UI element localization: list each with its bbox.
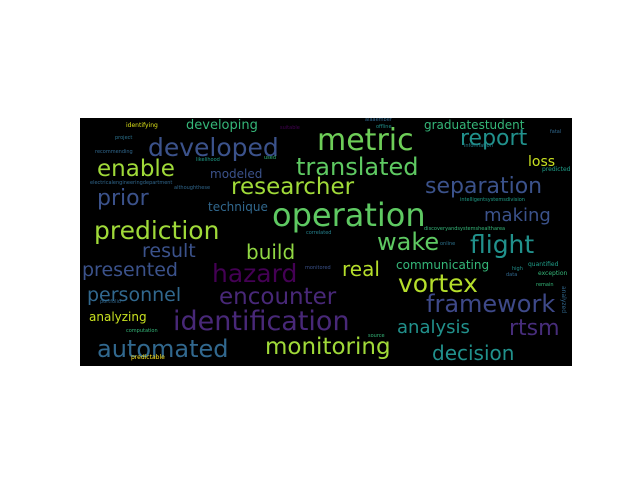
word: prediction [94, 216, 220, 245]
word: metric [317, 123, 414, 158]
word: enable [97, 156, 175, 182]
word: remain [536, 282, 554, 288]
word: correlated [306, 230, 332, 236]
word: report [460, 126, 528, 151]
word: researcher [231, 174, 355, 200]
word: source [368, 333, 385, 339]
word: aiaaember [365, 118, 392, 123]
word: high [512, 266, 523, 272]
word: analyzed [560, 286, 567, 314]
word: result [142, 240, 196, 262]
word: exception [538, 270, 568, 277]
word: rtsm [509, 316, 560, 341]
word: automated [97, 335, 229, 363]
word: online [440, 241, 456, 247]
word: discoveryandsystemshealtharea [424, 226, 506, 232]
word: suitable [280, 125, 300, 131]
word: translated [296, 153, 419, 181]
word: intelligentsystemsdivision [460, 197, 525, 203]
word: information [464, 143, 493, 149]
word: portfolio [100, 299, 121, 305]
word: vortex [398, 269, 478, 298]
word: predicted [542, 166, 571, 173]
word: analyzing [89, 310, 147, 324]
word: analysis [397, 317, 470, 338]
word: identifying [126, 122, 158, 129]
word: fatal [550, 129, 562, 135]
word: modeled [210, 167, 263, 181]
word: framework [426, 290, 556, 318]
word: monitoring [265, 334, 391, 360]
word: likelihood [196, 157, 220, 163]
word: hazard [212, 259, 298, 288]
word: build [246, 240, 296, 264]
word: developing [186, 118, 258, 133]
word-cloud: operation metric developed translated re… [80, 118, 572, 366]
word: decision [432, 341, 515, 365]
word: wake [377, 228, 440, 256]
word: quantified [528, 261, 559, 268]
word: recommending [95, 149, 133, 155]
word: graduatestudent [424, 118, 525, 132]
word: predictable [131, 354, 165, 361]
word: monitored [305, 265, 331, 271]
word: developed [148, 133, 279, 162]
word: project [115, 135, 133, 141]
word: data [506, 272, 518, 278]
word: communicating [396, 258, 490, 272]
word: althoughthese [174, 185, 211, 191]
word: prior [97, 186, 149, 211]
word: technique [208, 200, 268, 214]
word: flight [470, 230, 535, 259]
word: separation [425, 174, 543, 199]
word: computation [126, 328, 158, 334]
word: used [264, 155, 277, 161]
word: operation [272, 196, 426, 234]
word: identification [173, 306, 350, 337]
word: real [342, 257, 380, 281]
word: encounter [219, 284, 337, 310]
word: electricalengineeringdepartment [90, 180, 173, 186]
word: presented [82, 259, 178, 281]
word: personnel [87, 284, 182, 306]
word: offline [376, 124, 392, 130]
word: loss [528, 154, 556, 170]
word: making [484, 205, 551, 226]
